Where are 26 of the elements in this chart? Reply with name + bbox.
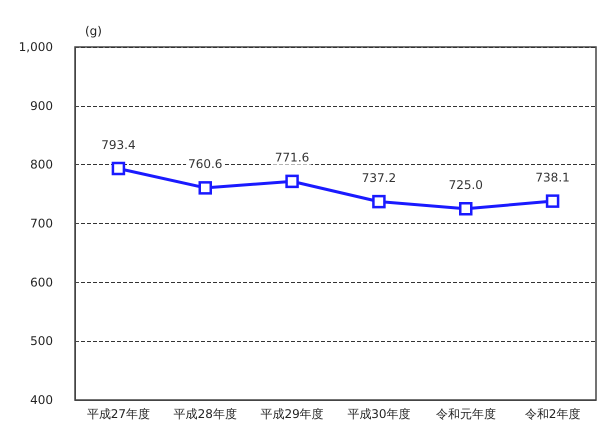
data-label: 793.4 — [101, 138, 136, 152]
point — [546, 194, 560, 208]
data-label: 738.1 — [535, 170, 570, 184]
point — [112, 162, 126, 176]
point — [198, 181, 212, 195]
point — [459, 202, 472, 216]
y-tick-label: 400 — [30, 393, 53, 407]
y-tick-label: 500 — [30, 334, 53, 348]
x-tick-label: 平成27年度 — [86, 407, 150, 421]
y-tick-label: 700 — [30, 216, 53, 230]
x-tick-label: 令和2年度 — [524, 407, 580, 421]
x-tick-label: 令和元年度 — [436, 407, 496, 421]
y-axis-title: (g) — [85, 24, 102, 38]
y-tick-label: 600 — [30, 275, 53, 290]
y-tick-label: 900 — [30, 98, 53, 113]
x-tick-label: 平成28年度 — [174, 407, 237, 421]
x-tick-label: 平成29年度 — [260, 407, 324, 421]
y-tick-label: 800 — [30, 158, 53, 172]
data-label: 760.6 — [188, 157, 222, 172]
point — [372, 194, 386, 208]
point — [285, 174, 299, 188]
data-label: 771.6 — [274, 150, 310, 165]
data-label: 725.0 — [448, 178, 483, 192]
x-tick-label: 平成30年度 — [347, 407, 411, 421]
y-tick-label: 1,000 — [18, 40, 53, 54]
data-label: 737.2 — [362, 170, 396, 185]
